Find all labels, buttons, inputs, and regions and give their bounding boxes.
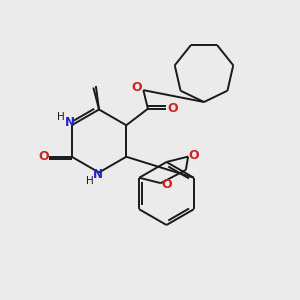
Text: N: N <box>65 116 75 129</box>
Text: O: O <box>168 102 178 115</box>
Text: O: O <box>131 81 142 94</box>
Text: N: N <box>92 167 103 181</box>
Text: O: O <box>38 150 49 163</box>
Text: H: H <box>86 176 94 186</box>
Text: O: O <box>161 178 172 191</box>
Text: H: H <box>57 112 65 122</box>
Text: O: O <box>189 148 200 162</box>
